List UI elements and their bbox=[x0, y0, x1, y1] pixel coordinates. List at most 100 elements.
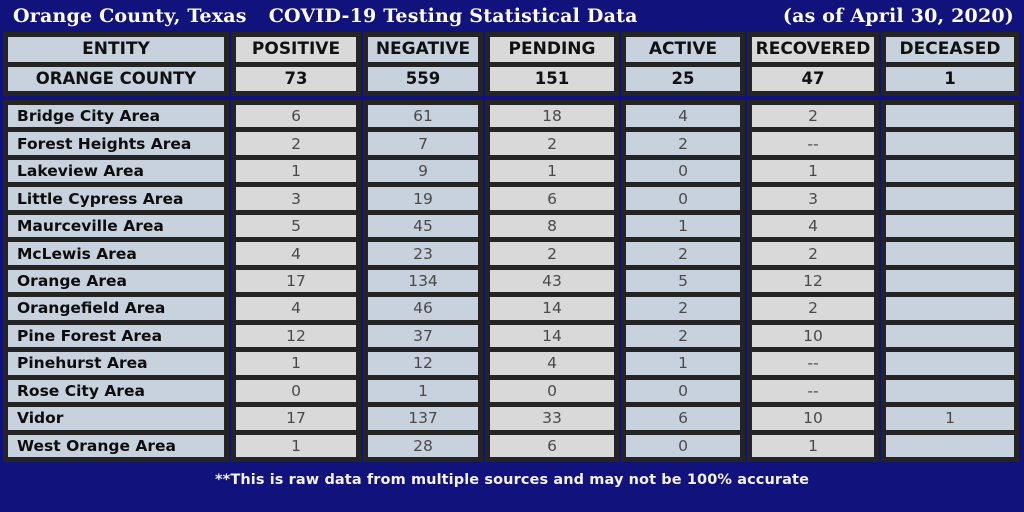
data-cell: 61 bbox=[368, 105, 478, 128]
data-cell: 5 bbox=[236, 214, 356, 238]
data-cell: 1 bbox=[236, 159, 356, 183]
column-header: POSITIVE bbox=[236, 37, 356, 62]
data-cell bbox=[886, 324, 1014, 348]
data-cell: 1 bbox=[236, 434, 356, 457]
row-entity-label: Orangefield Area bbox=[8, 297, 224, 320]
row-entity-label: West Orange Area bbox=[8, 434, 224, 457]
data-cell: 8 bbox=[490, 214, 614, 238]
data-cell: 17 bbox=[236, 269, 356, 293]
column-header-block: RECOVERED 47 bbox=[747, 32, 879, 96]
as-of-date-label: (as of April 30, 2020) bbox=[782, 5, 1014, 27]
column-rows-block: Bridge City Area Forest Heights Area Lakev… bbox=[3, 100, 229, 462]
data-cell: 4 bbox=[236, 297, 356, 320]
row-entity-label: Orange Area bbox=[8, 269, 224, 293]
total-row-cell: 151 bbox=[490, 66, 614, 91]
data-cell: 6 bbox=[490, 187, 614, 210]
data-cell: 3 bbox=[236, 187, 356, 210]
data-cell: 33 bbox=[490, 407, 614, 430]
row-entity-label: McLewis Area bbox=[8, 242, 224, 265]
page-subtitle: COVID-19 Testing Statistical Data bbox=[268, 5, 638, 27]
column-header-block: PENDING 151 bbox=[485, 32, 619, 96]
column-rows-block: 1 bbox=[881, 100, 1019, 462]
column-entity: ENTITY ORANGE COUNTY Bridge City Area Fores… bbox=[3, 32, 229, 462]
data-cell bbox=[886, 269, 1014, 293]
data-cell: 1 bbox=[626, 352, 740, 375]
data-cell: 6 bbox=[236, 105, 356, 128]
data-cell: 0 bbox=[626, 159, 740, 183]
data-cell: 5 bbox=[626, 269, 740, 293]
data-cell: 1 bbox=[236, 352, 356, 375]
row-entity-label: Vidor bbox=[8, 407, 224, 430]
data-cell: 2 bbox=[236, 132, 356, 155]
data-cell: 43 bbox=[490, 269, 614, 293]
data-cell: 2 bbox=[490, 242, 614, 265]
total-row-cell: 25 bbox=[626, 66, 740, 91]
data-cell: 10 bbox=[752, 324, 874, 348]
data-cell: 9 bbox=[368, 159, 478, 183]
data-cell: 14 bbox=[490, 297, 614, 320]
column-positive: POSITIVE 73 6 2 1 3 5 4 17 4 12 1 0 17 1 bbox=[231, 32, 361, 462]
data-cell: 2 bbox=[626, 324, 740, 348]
row-entity-label: Lakeview Area bbox=[8, 159, 224, 183]
column-rows-block: 2 -- 1 3 4 2 12 2 10 -- -- 10 1 bbox=[747, 100, 879, 462]
column-deceased: DECEASED 1 1 bbox=[881, 32, 1019, 462]
data-cell: 2 bbox=[626, 132, 740, 155]
total-row-cell: 73 bbox=[236, 66, 356, 91]
row-entity-label: Little Cypress Area bbox=[8, 187, 224, 210]
data-cell bbox=[886, 242, 1014, 265]
data-cell: 46 bbox=[368, 297, 478, 320]
data-cell: 2 bbox=[752, 297, 874, 320]
data-cell bbox=[886, 105, 1014, 128]
row-entity-label: Pinehurst Area bbox=[8, 352, 224, 375]
total-row-entity: ORANGE COUNTY bbox=[8, 66, 224, 91]
column-header: RECOVERED bbox=[752, 37, 874, 62]
data-cell: 12 bbox=[752, 269, 874, 293]
data-cell: 12 bbox=[236, 324, 356, 348]
data-cell: 134 bbox=[368, 269, 478, 293]
row-entity-label: Pine Forest Area bbox=[8, 324, 224, 348]
data-cell: 12 bbox=[368, 352, 478, 375]
data-cell: 6 bbox=[626, 407, 740, 430]
data-cell: 10 bbox=[752, 407, 874, 430]
data-cell: 4 bbox=[626, 105, 740, 128]
data-cell: 18 bbox=[490, 105, 614, 128]
total-row-cell: 1 bbox=[886, 66, 1014, 91]
data-cell bbox=[886, 352, 1014, 375]
column-header: DECEASED bbox=[886, 37, 1014, 62]
data-cell: 37 bbox=[368, 324, 478, 348]
data-cell: 0 bbox=[236, 379, 356, 403]
column-header: PENDING bbox=[490, 37, 614, 62]
page-title: Orange County, Texas bbox=[13, 5, 247, 27]
data-cell: 14 bbox=[490, 324, 614, 348]
data-cell: 0 bbox=[490, 379, 614, 403]
total-row-cell: 47 bbox=[752, 66, 874, 91]
column-header-block: ENTITY ORANGE COUNTY bbox=[3, 32, 229, 96]
data-cell: 45 bbox=[368, 214, 478, 238]
data-cell: 1 bbox=[886, 407, 1014, 430]
data-cell bbox=[886, 159, 1014, 183]
data-cell: 1 bbox=[752, 159, 874, 183]
column-rows-block: 6 2 1 3 5 4 17 4 12 1 0 17 1 bbox=[231, 100, 361, 462]
row-entity-label: Forest Heights Area bbox=[8, 132, 224, 155]
data-cell: 4 bbox=[752, 214, 874, 238]
data-cell bbox=[886, 214, 1014, 238]
data-cell bbox=[886, 132, 1014, 155]
data-cell: 1 bbox=[752, 434, 874, 457]
row-entity-label: Rose City Area bbox=[8, 379, 224, 403]
column-header: NEGATIVE bbox=[368, 37, 478, 62]
data-cell: 2 bbox=[626, 297, 740, 320]
column-header-block: ACTIVE 25 bbox=[621, 32, 745, 96]
data-cell: 2 bbox=[752, 242, 874, 265]
data-cell: 0 bbox=[626, 379, 740, 403]
column-negative: NEGATIVE 559 61 7 9 19 45 23 134 46 37 12 1 137 28 bbox=[363, 32, 483, 462]
data-cell: 0 bbox=[626, 434, 740, 457]
data-cell: 23 bbox=[368, 242, 478, 265]
data-cell: 1 bbox=[368, 379, 478, 403]
data-cell: 4 bbox=[490, 352, 614, 375]
column-header-block: POSITIVE 73 bbox=[231, 32, 361, 96]
column-header: ACTIVE bbox=[626, 37, 740, 62]
data-cell: 6 bbox=[490, 434, 614, 457]
data-cell: 2 bbox=[490, 132, 614, 155]
row-entity-label: Bridge City Area bbox=[8, 105, 224, 128]
column-header-block: NEGATIVE 559 bbox=[363, 32, 483, 96]
